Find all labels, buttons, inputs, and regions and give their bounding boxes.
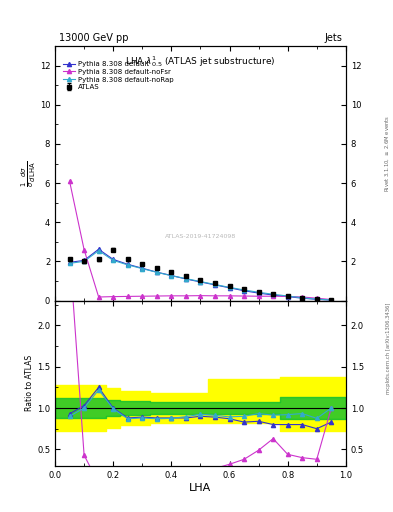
Pythia 8.308 default-noFsr: [314, 295, 319, 301]
Pythia 8.308 default-noRap: [198, 279, 203, 285]
Line: Pythia 8.308 default: Pythia 8.308 default: [68, 247, 333, 302]
Pythia 8.308 default: [125, 261, 130, 267]
Text: ATLAS-2019-41724098: ATLAS-2019-41724098: [165, 234, 236, 240]
Pythia 8.308 default-noRap: [125, 262, 130, 268]
Pythia 8.308 default-noFsr: [256, 293, 261, 300]
Pythia 8.308 default-noRap: [300, 295, 305, 301]
Legend: Pythia 8.308 default, Pythia 8.308 default-noFsr, Pythia 8.308 default-noRap, AT: Pythia 8.308 default, Pythia 8.308 defau…: [61, 60, 175, 92]
Pythia 8.308 default-noFsr: [184, 293, 188, 299]
Pythia 8.308 default: [242, 288, 246, 294]
Pythia 8.308 default-noFsr: [125, 293, 130, 300]
Pythia 8.308 default: [314, 296, 319, 303]
Text: Rivet 3.1.10, $\geq$ 2.6M events: Rivet 3.1.10, $\geq$ 2.6M events: [384, 115, 391, 192]
Pythia 8.308 default: [96, 246, 101, 252]
Text: Jets: Jets: [324, 33, 342, 44]
Pythia 8.308 default: [271, 292, 275, 298]
Pythia 8.308 default: [285, 293, 290, 300]
Pythia 8.308 default: [198, 279, 203, 285]
Pythia 8.308 default-noFsr: [96, 294, 101, 300]
Text: LHA $\lambda^{1}_{0.5}$ (ATLAS jet substructure): LHA $\lambda^{1}_{0.5}$ (ATLAS jet subst…: [125, 54, 275, 69]
Pythia 8.308 default-noRap: [213, 282, 217, 288]
Pythia 8.308 default: [169, 272, 174, 279]
Pythia 8.308 default-noRap: [169, 272, 174, 279]
Pythia 8.308 default-noRap: [329, 297, 334, 303]
Pythia 8.308 default-noFsr: [154, 293, 159, 299]
Pythia 8.308 default-noFsr: [285, 293, 290, 300]
Pythia 8.308 default-noRap: [271, 291, 275, 297]
Pythia 8.308 default-noRap: [285, 293, 290, 299]
Pythia 8.308 default-noFsr: [67, 178, 72, 184]
Pythia 8.308 default-noFsr: [271, 293, 275, 300]
Pythia 8.308 default-noRap: [82, 259, 86, 265]
Pythia 8.308 default-noRap: [154, 269, 159, 275]
Pythia 8.308 default: [256, 290, 261, 296]
Pythia 8.308 default: [82, 258, 86, 264]
Pythia 8.308 default-noRap: [242, 287, 246, 293]
Pythia 8.308 default-noRap: [227, 284, 232, 290]
Pythia 8.308 default-noFsr: [227, 293, 232, 299]
Pythia 8.308 default: [111, 257, 116, 263]
Pythia 8.308 default-noFsr: [140, 293, 145, 300]
Text: mcplots.cern.ch [arXiv:1306.3436]: mcplots.cern.ch [arXiv:1306.3436]: [386, 303, 391, 394]
Pythia 8.308 default-noRap: [111, 258, 116, 264]
Pythia 8.308 default: [213, 282, 217, 288]
Pythia 8.308 default-noRap: [96, 247, 101, 253]
Pythia 8.308 default: [329, 297, 334, 303]
Pythia 8.308 default: [154, 269, 159, 275]
Pythia 8.308 default-noRap: [184, 275, 188, 282]
Pythia 8.308 default-noFsr: [169, 293, 174, 299]
Pythia 8.308 default: [300, 295, 305, 301]
Pythia 8.308 default-noRap: [314, 296, 319, 302]
Pythia 8.308 default-noRap: [140, 266, 145, 272]
Pythia 8.308 default-noFsr: [300, 294, 305, 300]
X-axis label: LHA: LHA: [189, 482, 211, 493]
Text: 13000 GeV pp: 13000 GeV pp: [59, 33, 129, 44]
Pythia 8.308 default: [184, 276, 188, 282]
Pythia 8.308 default-noRap: [256, 289, 261, 295]
Y-axis label: Ratio to ATLAS: Ratio to ATLAS: [25, 355, 34, 411]
Pythia 8.308 default-noFsr: [82, 247, 86, 253]
Pythia 8.308 default-noRap: [67, 260, 72, 266]
Pythia 8.308 default: [67, 259, 72, 265]
Pythia 8.308 default-noFsr: [329, 296, 334, 303]
Line: Pythia 8.308 default-noRap: Pythia 8.308 default-noRap: [68, 248, 333, 302]
Y-axis label: $\frac{1}{\sigma}\frac{d\sigma}{d\,\mathrm{LHA}}$: $\frac{1}{\sigma}\frac{d\sigma}{d\,\math…: [20, 160, 38, 186]
Pythia 8.308 default-noFsr: [213, 293, 217, 299]
Line: Pythia 8.308 default-noFsr: Pythia 8.308 default-noFsr: [68, 179, 333, 302]
Pythia 8.308 default-noFsr: [111, 293, 116, 300]
Pythia 8.308 default: [227, 285, 232, 291]
Pythia 8.308 default-noFsr: [242, 293, 246, 299]
Pythia 8.308 default-noFsr: [198, 292, 203, 298]
Pythia 8.308 default: [140, 265, 145, 271]
